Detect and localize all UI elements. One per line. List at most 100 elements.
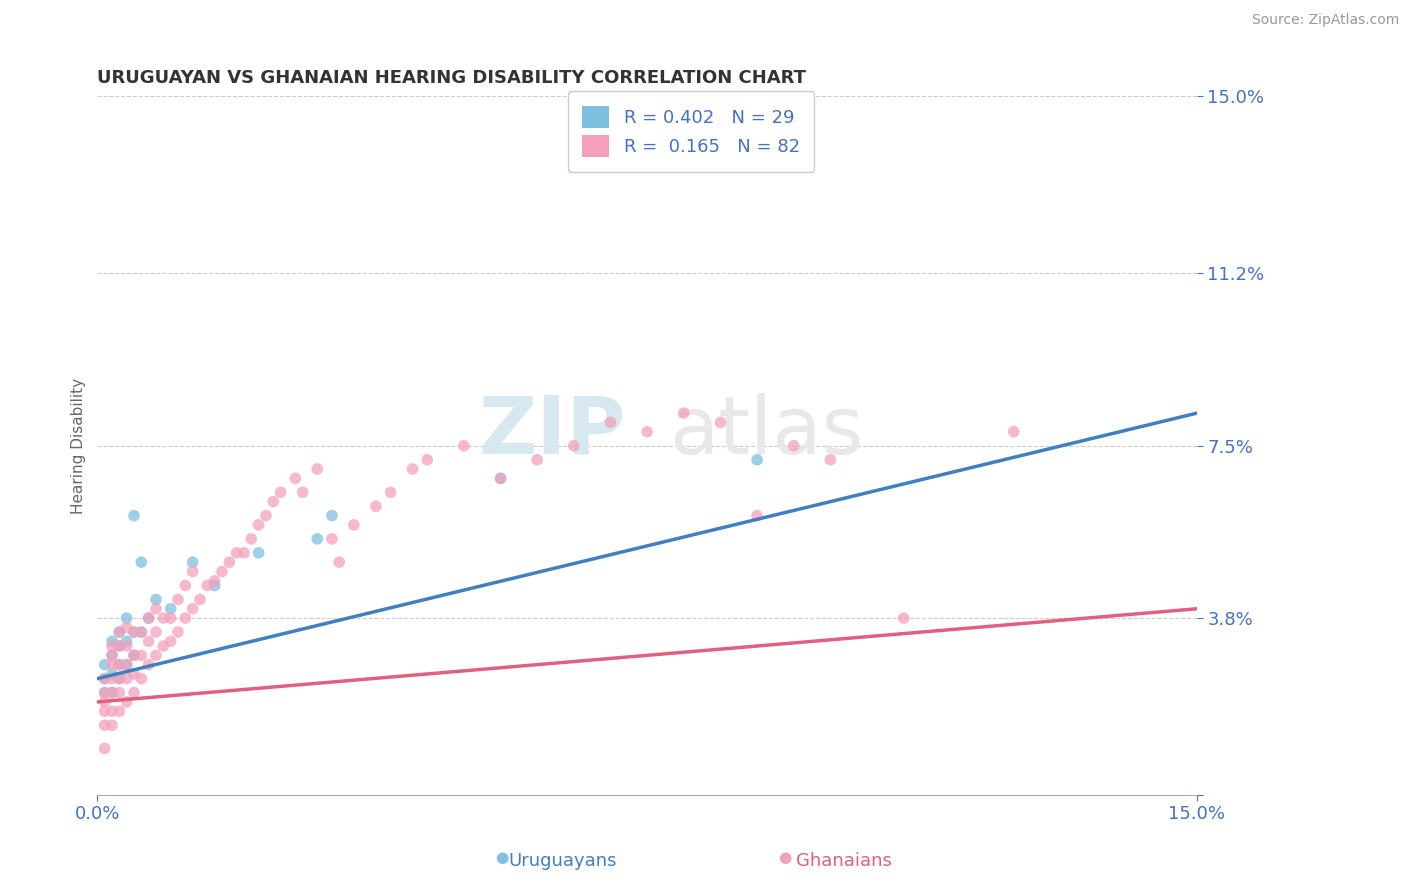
Text: URUGUAYAN VS GHANAIAN HEARING DISABILITY CORRELATION CHART: URUGUAYAN VS GHANAIAN HEARING DISABILITY… [97,69,807,87]
Point [211,565,233,579]
Point [307,462,329,476]
Point [101,648,124,663]
Point [131,625,153,640]
Text: ●: ● [778,850,792,865]
Point [108,625,131,640]
Point [101,672,124,686]
Point [562,439,585,453]
Point [93,685,115,699]
Point [101,685,124,699]
Text: ZIP: ZIP [478,392,626,471]
Point [93,672,115,686]
Point [93,685,115,699]
Point [307,532,329,546]
Point [101,667,124,681]
Point [115,620,138,634]
Point [233,546,256,560]
Point [145,592,167,607]
Point [159,611,181,625]
Point [174,578,197,592]
Point [174,611,197,625]
Point [416,452,439,467]
Point [115,672,138,686]
Point [93,704,115,718]
Point [204,574,226,588]
Point [188,592,211,607]
Point [122,648,145,663]
Point [1002,425,1025,439]
Point [131,648,153,663]
Point [709,416,731,430]
Point [380,485,402,500]
Point [328,555,350,569]
Point [138,657,160,672]
Point [122,667,145,681]
Point [131,672,153,686]
Point [783,439,806,453]
Point [101,718,124,732]
Point [321,532,343,546]
Point [93,695,115,709]
Point [489,471,512,485]
Point [93,718,115,732]
Point [672,406,695,420]
Point [108,639,131,653]
Point [181,601,204,615]
Point [115,657,138,672]
Point [122,625,145,640]
Point [240,532,263,546]
Point [152,611,174,625]
Point [115,639,138,653]
Point [145,625,167,640]
Point [364,500,387,514]
Point [254,508,277,523]
Text: Uruguayans: Uruguayans [508,852,617,870]
Point [108,672,131,686]
Point [401,462,423,476]
Point [167,625,190,640]
Point [745,508,768,523]
Point [291,485,314,500]
Point [262,494,284,508]
Point [489,471,512,485]
Text: Ghanaians: Ghanaians [796,852,891,870]
Point [115,657,138,672]
Point [101,648,124,663]
Point [181,565,204,579]
Point [101,639,124,653]
Point [131,555,153,569]
Point [820,452,842,467]
Point [138,634,160,648]
Point [159,601,181,615]
Point [599,416,621,430]
Point [195,578,218,592]
Point [247,546,270,560]
Point [204,578,226,592]
Point [115,695,138,709]
Point [145,648,167,663]
Point [93,657,115,672]
Text: atlas: atlas [669,392,863,471]
Point [108,685,131,699]
Point [108,657,131,672]
Point [131,625,153,640]
Point [101,704,124,718]
Point [101,657,124,672]
Point [159,634,181,648]
Point [122,685,145,699]
Point [108,657,131,672]
Point [108,625,131,640]
Point [225,546,247,560]
Point [122,508,145,523]
Point [101,634,124,648]
Point [108,639,131,653]
Legend: R = 0.402   N = 29, R =  0.165   N = 82: R = 0.402 N = 29, R = 0.165 N = 82 [568,92,814,171]
Point [138,611,160,625]
Point [122,625,145,640]
Text: ●: ● [495,850,509,865]
Point [93,672,115,686]
Point [152,639,174,653]
Point [343,517,366,532]
Point [115,611,138,625]
Point [321,508,343,523]
